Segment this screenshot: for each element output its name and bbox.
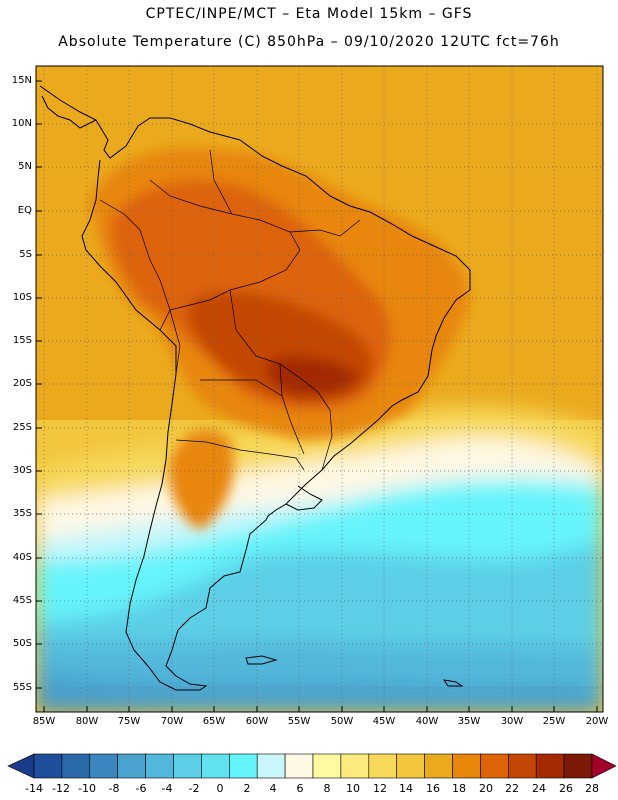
lon-label: 30W	[500, 716, 524, 727]
colorbar-label: 26	[559, 782, 573, 795]
lon-label: 60W	[245, 716, 269, 727]
colorbar-swatch	[229, 753, 258, 779]
lon-label: 70W	[160, 716, 184, 727]
lat-label: 55S	[12, 682, 32, 693]
colorbar-swatch	[396, 753, 425, 779]
map-frame	[35, 65, 604, 713]
lon-label: 85W	[32, 716, 56, 727]
colorbar	[7, 753, 617, 779]
lon-label: 65W	[202, 716, 226, 727]
colorbar-swatch	[368, 753, 397, 779]
colorbar-label: -8	[108, 782, 120, 795]
lat-label: 15N	[11, 75, 32, 86]
colorbar-label: -4	[161, 782, 173, 795]
colorbar-swatch	[173, 753, 202, 779]
lat-label: 30S	[12, 465, 32, 476]
lat-label: 50S	[12, 638, 32, 649]
axis-ticks	[36, 80, 598, 712]
lat-label: 35S	[12, 508, 32, 519]
lat-label: EQ	[17, 205, 32, 216]
colorbar-label: 20	[479, 782, 493, 795]
lon-label: 35W	[457, 716, 481, 727]
colorbar-label: 6	[296, 782, 304, 795]
colorbar-label: 24	[532, 782, 546, 795]
colorbar-swatch	[145, 753, 174, 779]
colorbar-label: -6	[135, 782, 147, 795]
title-line-1: CPTEC/INPE/MCT – Eta Model 15km – GFS	[145, 6, 473, 22]
colorbar-swatch	[201, 753, 230, 779]
colorbar-swatch	[284, 753, 314, 779]
colorbar-arrow-right	[591, 753, 617, 779]
lat-label: 25S	[12, 422, 32, 433]
lon-label: 50W	[330, 716, 354, 727]
colorbar-swatch	[340, 753, 370, 779]
colorbar-swatch	[61, 753, 91, 779]
colorbar-swatch	[89, 753, 119, 779]
colorbar-swatch	[480, 753, 509, 779]
colorbar-label: 16	[426, 782, 440, 795]
colorbar-label: 10	[346, 782, 360, 795]
graticule	[36, 66, 603, 712]
colorbar-label: -2	[188, 782, 200, 795]
colorbar-swatch	[535, 753, 565, 779]
title-line-2: Absolute Temperature (C) 850hPa – 09/10/…	[58, 34, 560, 50]
colorbar-swatch	[117, 753, 146, 779]
lon-label: 80W	[75, 716, 99, 727]
colorbar-label: 14	[399, 782, 413, 795]
colorbar-label: 4	[269, 782, 277, 795]
colorbar-label: -14	[25, 782, 43, 795]
colorbar-arrow-left	[7, 753, 35, 779]
colorbar-swatch	[452, 753, 481, 779]
lon-label: 25W	[542, 716, 566, 727]
colorbar-label: 0	[216, 782, 224, 795]
colorbar-label: -10	[78, 782, 96, 795]
lat-label: 5N	[18, 161, 32, 172]
colorbar-swatch	[256, 753, 286, 779]
temperature-field	[36, 66, 603, 712]
lon-label: 45W	[372, 716, 396, 727]
colorbar-swatch	[424, 753, 453, 779]
lon-label: 75W	[117, 716, 141, 727]
colorbar-swatch	[33, 753, 63, 779]
lat-label: 10S	[12, 292, 32, 303]
colorbar-label: 12	[373, 782, 387, 795]
colorbar-swatch	[507, 753, 537, 779]
lat-label: 40S	[12, 552, 32, 563]
lat-label: 45S	[12, 595, 32, 606]
colorbar-label: 8	[323, 782, 331, 795]
colorbar-label: 2	[243, 782, 251, 795]
lat-label: 20S	[12, 378, 32, 389]
lat-label: 15S	[12, 335, 32, 346]
lon-label: 40W	[415, 716, 439, 727]
colorbar-label: -12	[52, 782, 70, 795]
country-borders	[99, 149, 361, 471]
lon-label: 20W	[585, 716, 609, 727]
colorbar-label: 22	[505, 782, 519, 795]
coastline	[39, 85, 471, 691]
lat-label: 5S	[19, 249, 32, 260]
lat-label: 10N	[11, 118, 32, 129]
colorbar-swatch	[312, 753, 342, 779]
lon-label: 55W	[287, 716, 311, 727]
colorbar-label: 28	[585, 782, 599, 795]
colorbar-label: 18	[452, 782, 466, 795]
colorbar-swatch	[563, 753, 593, 779]
